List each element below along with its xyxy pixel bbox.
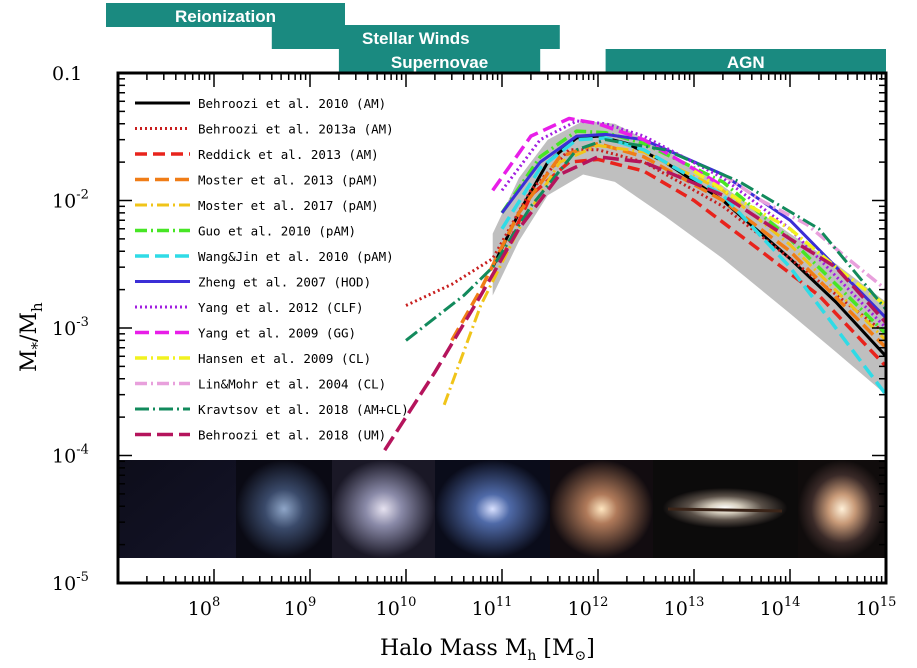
legend-label-1: Behroozi et al. 2013a (AM) (198, 122, 394, 137)
legend-label-11: Lin&Mohr et al. 2004 (CL) (198, 377, 386, 392)
galaxy-image-4 (435, 460, 550, 558)
legend-label-8: Yang et al. 2012 (CLF) (198, 300, 364, 315)
axis-tick-labels: 108 109 1010 1011 1012 1013 1014 1015 0.1 10-2 10-… (52, 63, 896, 620)
legend-label-6: Wang&Jin et al. 2010 (pAM) (198, 249, 394, 264)
band-0 (106, 3, 345, 27)
physics-bands: Reionization Stellar Winds Supernovae AGN (106, 3, 886, 73)
sombrero-dust-lane (667, 507, 783, 513)
series-line-3 (450, 141, 886, 349)
legend-label-12: Kravtsov et al. 2018 (AM+CL) (198, 402, 409, 417)
galaxy-image-3 (332, 460, 435, 558)
y-axis-label: M*/Mh (17, 302, 46, 372)
legend-label-5: Guo et al. 2010 (pAM) (198, 224, 356, 239)
x-tick-label: 108 (188, 595, 220, 620)
legend-label-13: Behroozi et al. 2018 (UM) (198, 428, 386, 443)
legend: Behroozi et al. 2010 (AM) Behroozi et al.… (135, 96, 409, 443)
legend-label-9: Yang et al. 2009 (GG) (198, 326, 356, 341)
series-line-13 (383, 155, 886, 452)
x-tick-label: 1012 (568, 595, 609, 620)
sombrero-galaxy (663, 488, 787, 528)
band-3 (605, 49, 886, 73)
band-2 (338, 49, 541, 73)
legend-label-2: Reddick et al. 2013 (AM) (198, 147, 379, 162)
y-tick-label: 10-4 (52, 443, 89, 468)
galaxy-image-5 (550, 460, 653, 558)
band-label-2: Supernovae (391, 53, 488, 72)
series-line-7 (500, 132, 886, 319)
series-line-6 (500, 136, 886, 396)
series-line-4 (442, 144, 886, 406)
x-axis-label: Halo Mass Mh [M⊙] (380, 636, 595, 664)
y-tick-label: 10-2 (52, 188, 89, 213)
x-tick-label: 1010 (376, 595, 417, 620)
band-1 (271, 25, 560, 49)
series-line-11 (721, 173, 886, 291)
legend-label-7: Zheng et al. 2007 (HOD) (198, 275, 371, 290)
legend-label-4: Moster et al. 2017 (pAM) (198, 198, 379, 213)
y-tick-label: 10-5 (52, 570, 89, 595)
x-tick-label: 109 (284, 595, 316, 620)
legend-label-3: Moster et al. 2013 (pAM) (198, 173, 379, 188)
series-line-8 (500, 119, 886, 330)
axis-ticks (117, 72, 887, 584)
band-label-0: Reionization (175, 7, 276, 26)
y-tick-label: 0.1 (52, 63, 82, 85)
galaxy-image-1 (118, 460, 236, 558)
legend-label-0: Behroozi et al. 2010 (AM) (198, 96, 386, 111)
band-label-1: Stellar Winds (362, 29, 470, 48)
x-tick-label: 1013 (664, 595, 705, 620)
x-tick-label: 1014 (760, 595, 801, 620)
x-tick-label: 1011 (472, 595, 513, 620)
galaxy-image-strip (118, 460, 886, 558)
series-line-12 (405, 138, 886, 342)
series-lines (383, 116, 886, 452)
y-tick-label: 10-3 (52, 315, 89, 340)
galaxy-image-7 (798, 460, 886, 558)
band-label-3: AGN (727, 53, 765, 72)
x-tick-label: 1015 (856, 595, 897, 620)
series-line-10 (693, 169, 886, 307)
legend-label-10: Hansen et al. 2009 (CL) (198, 351, 371, 366)
galaxy-image-2 (236, 460, 332, 558)
